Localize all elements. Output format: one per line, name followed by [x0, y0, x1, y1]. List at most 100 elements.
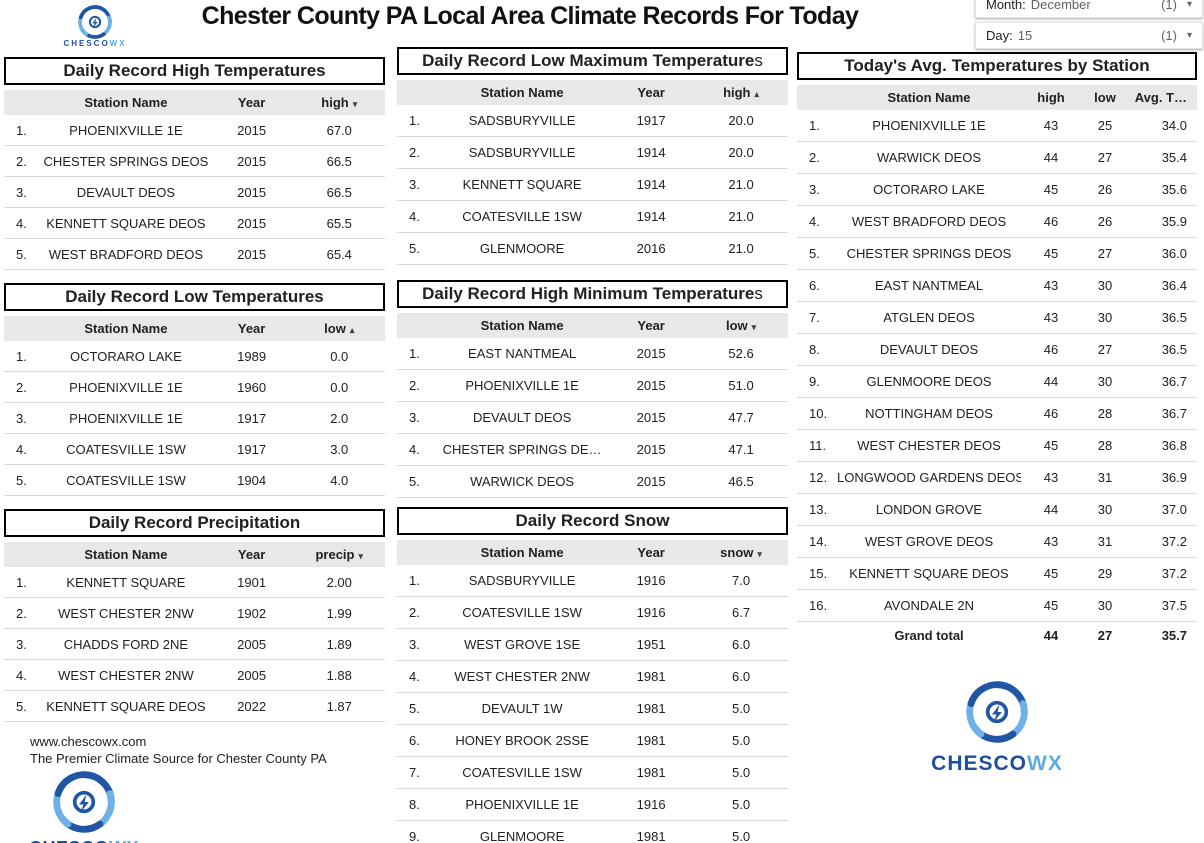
- day-filter-count: (1): [1161, 28, 1177, 43]
- table-title: Daily Record High Temperatures: [4, 57, 385, 85]
- left-column: Daily Record High Temperatures Station N…: [4, 57, 385, 843]
- cell: 26: [1097, 214, 1113, 229]
- column-header-avg[interactable]: Avg. T…: [1134, 90, 1187, 105]
- cell: 1914: [636, 145, 666, 160]
- month-filter-value: December: [1030, 0, 1091, 12]
- cell: OCTORARO LAKE: [873, 182, 985, 197]
- cell: 5.0: [732, 829, 751, 843]
- column-header-year[interactable]: Year: [637, 318, 665, 333]
- cell: 5.0: [732, 797, 751, 812]
- column-header-year[interactable]: Year: [637, 85, 665, 100]
- column-header-station[interactable]: Station Name: [480, 545, 564, 560]
- table-row: 3. CHADDS FORD 2NE 2005 1.89: [4, 629, 385, 660]
- cell: SADSBURYVILLE: [468, 145, 576, 160]
- cell: 45: [1043, 246, 1059, 261]
- table-row: 15. KENNETT SQUARE DEOS 45 29 37.2: [797, 558, 1197, 590]
- cell: 4.: [809, 214, 820, 229]
- cell: DEVAULT DEOS: [76, 184, 176, 200]
- cell: 37.5: [1161, 598, 1187, 613]
- table-header-row: Station Name high low Avg. T…: [797, 85, 1197, 110]
- cell: 4.: [409, 209, 420, 224]
- cell: 2015: [636, 474, 666, 489]
- cell: 2016: [636, 241, 666, 256]
- logo-text-secondary: WX: [109, 39, 127, 48]
- cell: 65.5: [326, 215, 352, 231]
- cell: PHOENIXVILLE 1E: [69, 410, 183, 426]
- column-header-year[interactable]: Year: [237, 547, 266, 562]
- table-row: 3. OCTORARO LAKE 45 26 35.6: [797, 174, 1197, 206]
- table-row: 5. DEVAULT 1W 1981 5.0: [397, 693, 788, 725]
- table-row: 6. HONEY BROOK 2SSE 1981 5.0: [397, 725, 788, 757]
- column-header-year[interactable]: Year: [237, 95, 266, 110]
- table-row: 11. WEST CHESTER DEOS 45 28 36.8: [797, 430, 1197, 462]
- column-header-station[interactable]: Station Name: [480, 318, 564, 333]
- cell: CHESTER SPRINGS DEOS: [43, 153, 209, 169]
- column-header-station[interactable]: Station Name: [887, 90, 971, 105]
- column-header-value[interactable]: low ▾: [694, 318, 788, 333]
- table-row: 16. AVONDALE 2N 45 30 37.5: [797, 590, 1197, 622]
- cell: 1.87: [326, 698, 352, 714]
- column-header-year[interactable]: Year: [237, 321, 266, 336]
- column-header-station[interactable]: Station Name: [480, 85, 564, 100]
- cell: 65.4: [326, 246, 352, 262]
- cell: 36.7: [1161, 374, 1187, 389]
- cell: 1917: [237, 441, 267, 457]
- logo-text-secondary: WX: [109, 838, 139, 843]
- cell: KENNETT SQUARE: [66, 574, 186, 590]
- cell: 3.: [809, 182, 820, 197]
- column-header-station[interactable]: Station Name: [84, 95, 168, 110]
- cell: 0.0: [330, 348, 349, 364]
- cell: 52.6: [728, 346, 754, 361]
- column-header-year[interactable]: Year: [637, 545, 665, 560]
- cell: 1989: [237, 348, 267, 364]
- cell: 7.: [809, 310, 820, 325]
- chevron-down-icon[interactable]: ▾: [1186, 30, 1192, 41]
- cell: 2015: [237, 184, 267, 200]
- table-row: 1. PHOENIXVILLE 1E 2015 67.0: [4, 115, 385, 146]
- tagline: The Premier Climate Source for Chester C…: [30, 751, 327, 766]
- table-title: Daily Record Low Temperatures: [4, 283, 385, 311]
- column-header-low[interactable]: low: [1094, 90, 1116, 105]
- cell: 1.99: [326, 605, 352, 621]
- logo-text-secondary: WX: [1027, 752, 1063, 775]
- table-title-suffix: s: [754, 284, 763, 303]
- column-header-value[interactable]: low ▴: [294, 321, 385, 336]
- cell: 20.0: [728, 113, 754, 128]
- cell: 31: [1097, 470, 1113, 485]
- grand-total-row: Grand total 44 27 35.7: [797, 622, 1197, 649]
- middle-column: Daily Record Low Maximum Temperatures St…: [397, 47, 788, 843]
- column-header-value[interactable]: high ▾: [294, 95, 385, 110]
- column-header-value[interactable]: snow ▾: [694, 545, 788, 560]
- table-title: Daily Record Low Maximum Temperatures: [397, 47, 788, 75]
- column-header-station[interactable]: Station Name: [84, 547, 168, 562]
- column-header-high[interactable]: high: [1037, 90, 1065, 105]
- table-row: 1. KENNETT SQUARE 1901 2.00: [4, 567, 385, 598]
- cell: 6.7: [732, 605, 751, 620]
- cell: WEST CHESTER DEOS: [857, 438, 1001, 453]
- cell: 43: [1043, 278, 1059, 293]
- cell: 29: [1097, 566, 1113, 581]
- table-row: 5. KENNETT SQUARE DEOS 2022 1.87: [4, 691, 385, 722]
- column-header-value-label: low: [725, 318, 748, 333]
- cell: 37.0: [1161, 502, 1187, 517]
- cell: 2015: [636, 442, 666, 457]
- day-filter-dropdown[interactable]: Day: 15 (1) ▾: [975, 22, 1203, 49]
- month-filter-dropdown[interactable]: Month: December (1) ▾: [975, 0, 1203, 18]
- column-header-value[interactable]: high ▴: [694, 85, 788, 100]
- month-filter-count: (1): [1161, 0, 1177, 12]
- column-header-station[interactable]: Station Name: [84, 321, 168, 336]
- cell: 2.: [809, 150, 820, 165]
- cell: WEST CHESTER 2NW: [58, 667, 194, 683]
- cell: 2022: [237, 698, 267, 714]
- cell: 4.0: [330, 472, 349, 488]
- cell: 34.0: [1161, 118, 1187, 133]
- cell: 1.: [16, 348, 27, 364]
- table-daily-record-high: Daily Record High Temperatures Station N…: [4, 57, 385, 270]
- cell: 35.6: [1161, 182, 1187, 197]
- table-title: Daily Record Precipitation: [4, 509, 385, 537]
- chevron-down-icon[interactable]: ▾: [1186, 0, 1192, 10]
- column-header-value[interactable]: precip ▾: [294, 547, 385, 562]
- cell: 28: [1097, 438, 1113, 453]
- cell: 1981: [636, 701, 666, 716]
- table-row: 12. LONGWOOD GARDENS DEOS 43 31 36.9: [797, 462, 1197, 494]
